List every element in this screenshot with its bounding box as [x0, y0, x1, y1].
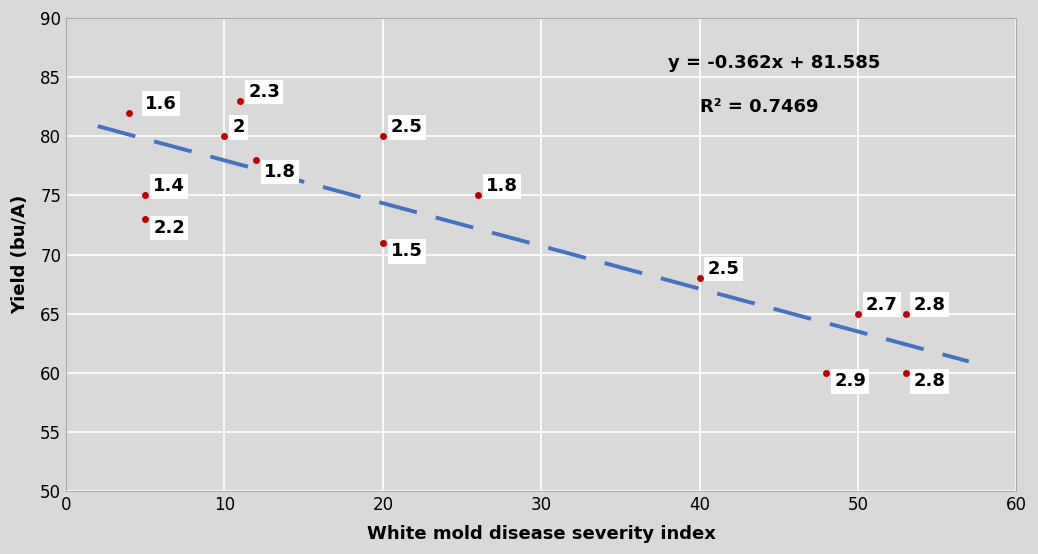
- Text: 1.4: 1.4: [154, 177, 185, 196]
- Text: 2.9: 2.9: [835, 372, 866, 391]
- Text: 1.6: 1.6: [145, 95, 177, 112]
- Text: 1.5: 1.5: [390, 243, 422, 260]
- Text: 2.7: 2.7: [866, 296, 898, 314]
- Text: 2: 2: [233, 119, 245, 136]
- Text: 1.8: 1.8: [264, 163, 296, 181]
- Text: y = -0.362x + 81.585: y = -0.362x + 81.585: [667, 54, 880, 71]
- Text: 2.5: 2.5: [708, 260, 739, 278]
- Text: 2.2: 2.2: [154, 219, 185, 237]
- Text: 2.3: 2.3: [248, 83, 280, 101]
- Text: 1.8: 1.8: [486, 177, 518, 196]
- Text: 2.8: 2.8: [913, 372, 946, 391]
- Text: 2.8: 2.8: [913, 296, 946, 314]
- Text: 2.5: 2.5: [390, 119, 422, 136]
- Text: R² = 0.7469: R² = 0.7469: [700, 99, 818, 116]
- X-axis label: White mold disease severity index: White mold disease severity index: [366, 525, 715, 543]
- Y-axis label: Yield (bu/A): Yield (bu/A): [11, 195, 29, 314]
